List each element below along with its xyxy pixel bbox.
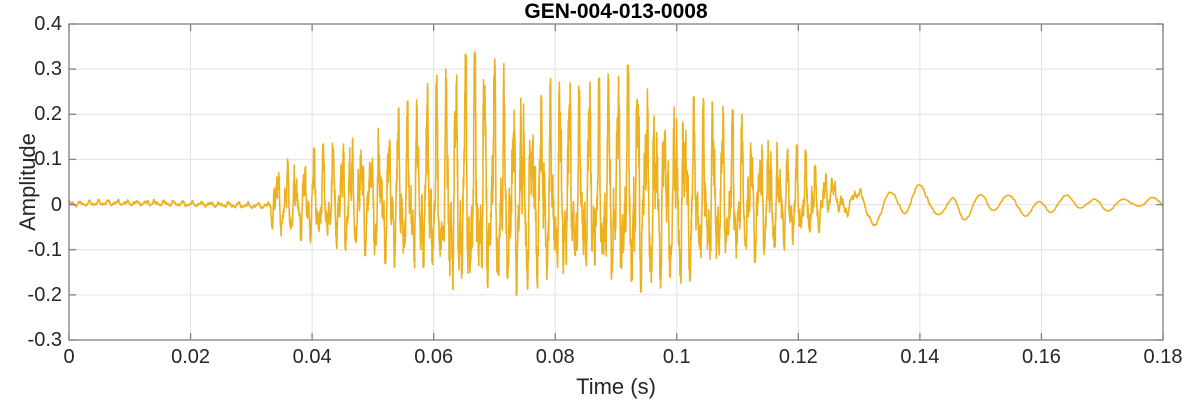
y-tick-label: 0 — [50, 193, 62, 216]
y-tick-label: -0.3 — [27, 329, 62, 351]
x-tick-label: 0.16 — [1021, 346, 1061, 368]
y-tick-label: 0.3 — [34, 58, 62, 81]
x-tick-label: 0.1 — [662, 346, 691, 368]
y-tick-label: 0.2 — [34, 103, 62, 126]
x-tick-label: 0.06 — [414, 346, 454, 368]
x-tick-label: 0.14 — [900, 346, 940, 368]
y-tick-label: 0.4 — [34, 13, 62, 35]
y-tick-label: -0.2 — [27, 283, 62, 306]
axis-box — [68, 23, 1164, 341]
y-tick-label: 0.1 — [34, 148, 62, 171]
y-tick-label: -0.1 — [27, 238, 62, 261]
x-tick-label: 0.08 — [535, 346, 575, 368]
waveform-line — [68, 51, 1164, 297]
x-axis-label: Time (s) — [576, 374, 656, 399]
x-tick-label: 0.12 — [778, 346, 818, 368]
chart-title: GEN-004-013-0008 — [524, 0, 708, 23]
x-tick-label: 0 — [63, 346, 75, 368]
x-tick-label: 0.04 — [292, 346, 332, 368]
x-tick-label: 0.02 — [171, 346, 211, 368]
x-tick-label: 0.18 — [1143, 346, 1182, 368]
